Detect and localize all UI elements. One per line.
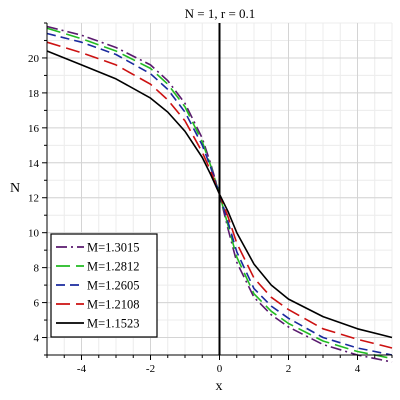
y-tick-label: 6 [34,298,40,310]
y-tick-label: 18 [28,88,40,100]
x-tick-label: 2 [286,363,292,375]
x-tick-label: 0 [217,363,223,375]
y-axis-label: N [10,181,20,196]
y-tick-label: 10 [28,228,40,240]
y-tick-label: 4 [34,333,40,345]
y-tick-label: 20 [28,53,40,65]
legend-label-5: M=1.1523 [87,317,140,331]
legend-label-2: M=1.2812 [87,260,140,274]
legend-label-1: M=1.3015 [87,241,140,255]
y-tick-label: 8 [34,263,40,275]
chart-title: N = 1, r = 0.1 [185,6,256,21]
legend-box [50,233,158,338]
x-axis-label: x [216,379,223,394]
y-tick-label: 12 [28,193,39,205]
legend-label-3: M=1.2605 [87,279,140,293]
legend: M=1.3015 M=1.2812 M=1.2605 M=1.2108 M=1.1523 [50,233,158,338]
ticks: -4 -2 0 2 4 4 6 8 10 12 14 16 18 20 [28,22,393,375]
x-tick-label: -4 [77,363,87,375]
legend-label-4: M=1.2108 [87,298,140,312]
x-tick-label: 4 [355,363,361,375]
y-tick-label: 16 [28,123,40,135]
series-line-2 [46,27,393,360]
y-tick-label: 14 [28,158,40,170]
x-tick-label: -2 [146,363,155,375]
